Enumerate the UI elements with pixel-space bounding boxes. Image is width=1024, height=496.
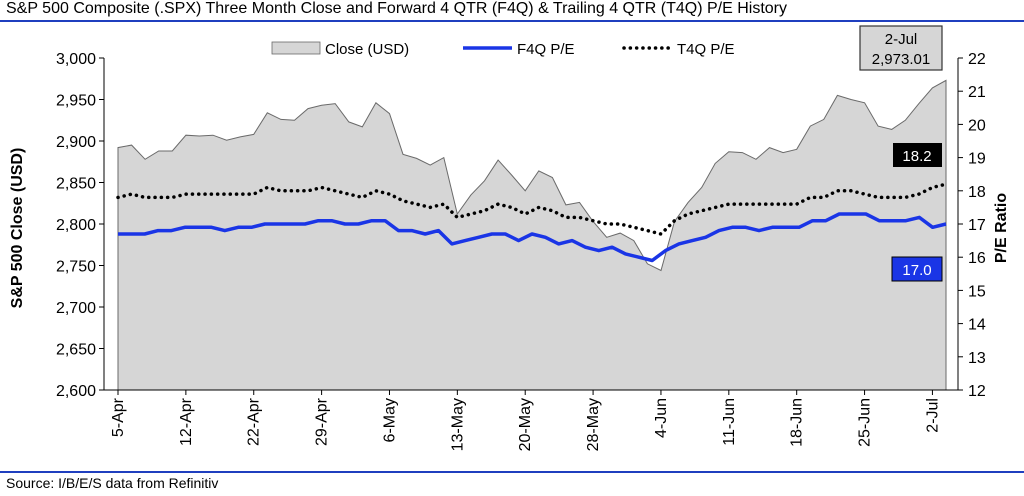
left-tick-label: 2,600 bbox=[56, 383, 96, 400]
x-tick-label: 12-Apr bbox=[178, 397, 195, 446]
f4q-callout: 17.0 bbox=[891, 256, 943, 282]
series-f4q-line bbox=[118, 212, 947, 263]
t4q-callout: 18.2 bbox=[893, 143, 942, 167]
right-tick-label: 13 bbox=[968, 350, 986, 367]
x-tick-label: 22-Apr bbox=[246, 397, 263, 446]
right-tick-label: 12 bbox=[968, 383, 986, 400]
legend-label-f4q: F4Q P/E bbox=[517, 41, 575, 58]
x-tick-label: 13-May bbox=[449, 398, 466, 451]
x-tick-label: 6-May bbox=[382, 398, 399, 442]
t4q-callout-box bbox=[893, 143, 942, 167]
legend-swatch-close bbox=[271, 41, 321, 55]
right-tick-label: 21 bbox=[968, 84, 986, 101]
chart-title: S&P 500 Composite (.SPX) Three Month Clo… bbox=[6, 0, 787, 17]
left-tick-label: 2,950 bbox=[56, 93, 96, 110]
x-tick-label: 28-May bbox=[585, 398, 602, 451]
f4q-callout-box bbox=[891, 256, 943, 282]
right-tick-label: 15 bbox=[968, 283, 986, 300]
right-tick-label: 20 bbox=[968, 117, 986, 134]
left-tick-label: 2,750 bbox=[56, 259, 96, 276]
left-tick-label: 2,850 bbox=[56, 176, 96, 193]
bottom-rule bbox=[0, 471, 1024, 473]
x-tick-label: 11-Jun bbox=[721, 398, 738, 446]
f4q-callout-value: 17.0 bbox=[902, 262, 931, 279]
close-callout-date: 2-Jul bbox=[885, 31, 918, 48]
x-tick-label: 4-Jun bbox=[653, 398, 670, 438]
close-callout: 2-Jul 2,973.01 bbox=[859, 25, 943, 71]
close-callout-box bbox=[859, 25, 943, 71]
left-axis-label: S&P 500 Close (USD) bbox=[9, 148, 26, 309]
top-rule bbox=[0, 20, 1024, 22]
legend: Close (USD) F4Q P/E T4Q P/E bbox=[271, 41, 735, 58]
left-tick-label: 3,000 bbox=[56, 51, 96, 68]
x-tick-label: 20-May bbox=[517, 398, 534, 451]
right-axis-label: P/E Ratio bbox=[993, 193, 1010, 263]
left-tick-label: 2,800 bbox=[56, 217, 96, 234]
right-tick-label: 19 bbox=[968, 151, 986, 168]
series-t4q-line bbox=[116, 182, 948, 236]
legend-label-close: Close (USD) bbox=[325, 41, 409, 58]
right-tick-label: 22 bbox=[968, 51, 986, 68]
x-tick-label: 29-Apr bbox=[314, 397, 331, 446]
x-tick-label: 25-Jun bbox=[857, 398, 874, 447]
right-tick-label: 16 bbox=[968, 250, 986, 267]
legend-label-t4q: T4Q P/E bbox=[677, 41, 735, 58]
right-tick-label: 17 bbox=[968, 217, 986, 234]
x-tick-label: 18-Jun bbox=[789, 398, 806, 447]
t4q-callout-value: 18.2 bbox=[902, 148, 931, 165]
close-callout-value: 2,973.01 bbox=[872, 51, 930, 68]
left-tick-label: 2,900 bbox=[56, 134, 96, 151]
right-tick-label: 18 bbox=[968, 184, 986, 201]
source-note: Source: I/B/E/S data from Refinitiv bbox=[6, 475, 219, 491]
left-tick-label: 2,700 bbox=[56, 300, 96, 317]
x-tick-label: 5-Apr bbox=[110, 397, 127, 437]
left-tick-label: 2,650 bbox=[56, 342, 96, 359]
x-tick-label: 2-Jul bbox=[924, 398, 941, 433]
right-tick-label: 14 bbox=[968, 317, 986, 334]
